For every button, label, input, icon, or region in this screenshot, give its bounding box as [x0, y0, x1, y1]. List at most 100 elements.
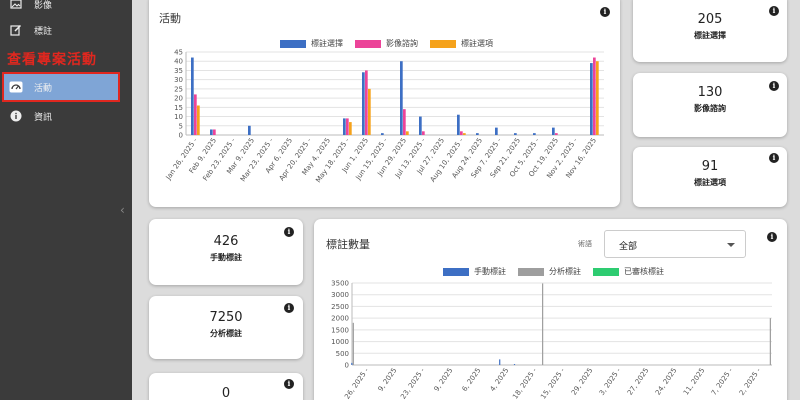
stat-value: 0: [221, 386, 231, 400]
bar: [362, 72, 365, 135]
bar: [349, 122, 352, 135]
y-tick-label: 10: [174, 113, 183, 121]
stat-card: 0 i: [149, 373, 303, 400]
y-tick-label: 15: [174, 104, 183, 112]
chevron-down-icon: [727, 243, 735, 247]
bar: [365, 70, 368, 135]
edit-icon: [9, 23, 23, 37]
info-icon[interactable]: i: [767, 232, 777, 242]
sidebar-item-annotations[interactable]: 標註: [0, 16, 132, 44]
bar: [419, 116, 422, 135]
x-tick-label: 6, 2025: [461, 367, 483, 393]
legend-label: 已審核標註: [624, 267, 664, 276]
legend-item: 影像諮詢: [355, 38, 418, 49]
x-tick-label: 9, 2025: [377, 367, 399, 393]
card-title: 標註數量: [326, 238, 370, 251]
bar: [197, 105, 200, 135]
stat-label: 手動標註: [210, 253, 242, 262]
x-tick-label: 11, 2025: [682, 367, 706, 397]
info-icon[interactable]: i: [284, 303, 294, 313]
bar: [596, 61, 599, 135]
bar: [213, 129, 216, 135]
legend-swatch: [443, 267, 469, 276]
bar: [476, 133, 479, 135]
bar: [533, 133, 536, 135]
info-icon: [9, 109, 23, 123]
bar: [513, 364, 516, 365]
bar: [248, 125, 251, 135]
bar: [210, 129, 213, 135]
legend-item: 已審核標註: [593, 266, 664, 277]
x-tick-label: 15, 2025 -: [539, 366, 566, 400]
x-tick-label: 2, 2025 -: [738, 366, 763, 397]
y-tick-label: 25: [174, 85, 183, 93]
stat-value: 426: [213, 234, 239, 249]
sidebar-item-info[interactable]: 資訊: [0, 102, 132, 130]
y-tick-label: 45: [174, 49, 183, 57]
sidebar-item-images[interactable]: 影像: [0, 0, 132, 18]
bar: [346, 118, 349, 135]
y-tick-label: 3500: [331, 280, 349, 288]
bar: [191, 57, 194, 135]
bar: [352, 322, 354, 365]
chart-legend: 標註選擇 影像諮詢 標註選項: [280, 38, 505, 49]
y-tick-label: 2000: [331, 315, 349, 323]
bar: [406, 131, 409, 135]
x-tick-label: 23, 2025 -: [399, 366, 426, 400]
bar: [514, 133, 517, 135]
x-tick-label: 24, 2025: [654, 367, 678, 397]
bar: [403, 109, 406, 135]
stat-label: 影像諮詢: [694, 104, 726, 113]
x-tick-label: 9, 2025: [433, 367, 455, 393]
bar: [593, 57, 596, 135]
x-tick-label: 27, 2025: [626, 367, 650, 397]
y-tick-label: 20: [174, 95, 183, 103]
legend-swatch: [280, 39, 306, 48]
stat-value: 205: [697, 12, 723, 27]
image-icon: [9, 0, 23, 11]
legend-label: 標註選擇: [311, 39, 343, 48]
y-tick-label: 500: [336, 350, 349, 358]
legend-item: 分析標註: [518, 266, 581, 277]
legend-label: 手動標註: [474, 267, 506, 276]
x-tick-label: 26, 2025 -: [343, 366, 370, 400]
bar: [769, 318, 771, 365]
legend-label: 標註選項: [461, 39, 493, 48]
bar: [552, 127, 555, 135]
bar: [555, 133, 558, 135]
bar: [381, 133, 384, 135]
bar: [343, 118, 346, 135]
stat-label: 標註選項: [694, 178, 726, 187]
info-icon[interactable]: i: [769, 6, 779, 16]
legend-item: 手動標註: [443, 266, 506, 277]
legend-item: 標註選項: [430, 38, 493, 49]
legend-item: 標註選擇: [280, 38, 343, 49]
select-value: 全部: [619, 242, 638, 252]
x-tick-label: 3, 2025 -: [598, 366, 623, 397]
info-icon[interactable]: i: [769, 153, 779, 163]
y-tick-label: 3000: [331, 291, 349, 299]
stat-label: 分析標註: [210, 329, 242, 338]
chart-legend: 手動標註 分析標註 已審核標註: [443, 266, 676, 277]
info-icon[interactable]: i: [600, 7, 610, 17]
y-tick-label: 1500: [331, 326, 349, 334]
sidebar-item-label: 資訊: [34, 112, 53, 123]
y-tick-label: 30: [174, 76, 183, 84]
term-select[interactable]: 全部: [604, 230, 746, 258]
sidebar-item-activity[interactable]: 活動: [2, 72, 120, 102]
info-icon[interactable]: i: [769, 81, 779, 91]
stat-card: 426 手動標註 i: [149, 219, 303, 285]
annotation-count-card: 標註數量 術語 全部 i 手動標註 分析標註 已審核標註 0 500 1000 150…: [314, 219, 787, 400]
legend-label: 分析標註: [549, 267, 581, 276]
x-tick-label: 18, 2025 -: [511, 366, 538, 400]
x-tick-label: 4, 2025: [489, 367, 511, 393]
legend-swatch: [355, 39, 381, 48]
legend-swatch: [518, 267, 544, 276]
y-tick-label: 0: [345, 362, 349, 370]
chevron-left-icon[interactable]: ‹: [120, 203, 125, 217]
info-icon[interactable]: i: [284, 227, 294, 237]
bar: [460, 131, 463, 135]
info-icon[interactable]: i: [284, 379, 294, 389]
card-title: 活動: [159, 12, 181, 25]
y-tick-label: 1000: [331, 338, 349, 346]
